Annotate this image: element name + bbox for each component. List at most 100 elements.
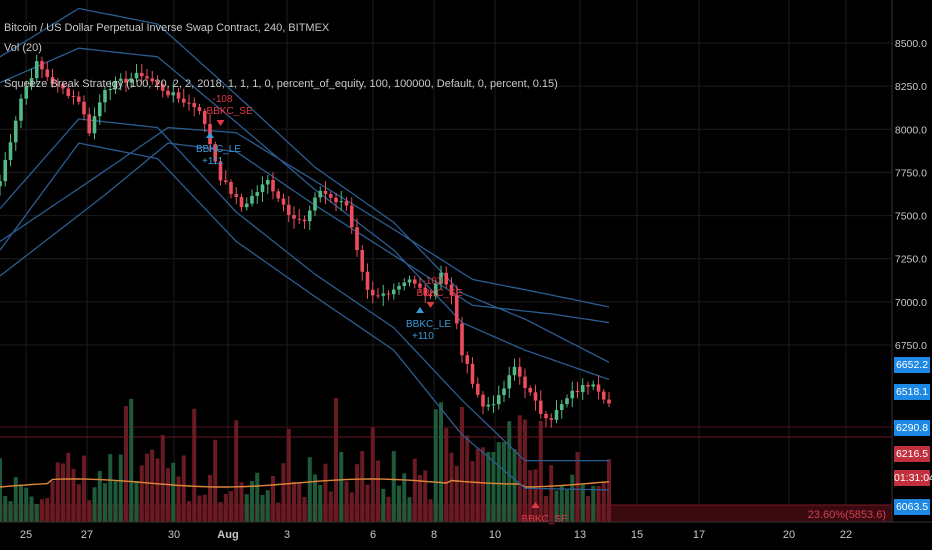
candle-body <box>607 399 611 404</box>
candle-body <box>34 61 39 79</box>
price-tag: 01:31:04 <box>894 470 932 486</box>
volume-bar <box>607 459 611 522</box>
volume-bar <box>538 420 543 522</box>
time-tick-label: 20 <box>783 529 795 541</box>
candle-body <box>40 61 44 70</box>
candle-body <box>197 107 202 111</box>
volume-bar <box>76 484 81 522</box>
volume-bar <box>208 474 212 522</box>
volume-bar <box>523 419 527 522</box>
candle-body <box>129 78 134 83</box>
volume-bar <box>481 447 485 522</box>
candle-body <box>428 294 433 297</box>
price-tick-label: 8250.0 <box>895 81 927 93</box>
volume-bar <box>580 484 585 522</box>
volume-bar <box>323 463 328 522</box>
candle-body <box>575 390 580 393</box>
volume-bar <box>439 402 443 522</box>
volume-bar <box>475 448 480 522</box>
volume-bar <box>507 421 512 522</box>
candle-body <box>192 103 197 108</box>
candle-body <box>449 284 454 296</box>
volume-bar <box>166 468 170 522</box>
volume-bar <box>24 487 29 522</box>
bb-lower-band <box>0 142 610 491</box>
candle-body <box>103 90 107 103</box>
signal-profit: +110 <box>412 331 434 342</box>
volume-bar <box>71 468 76 522</box>
volume-bar <box>97 470 102 522</box>
price-tick-label: 7000.0 <box>895 297 927 309</box>
time-tick-label: 30 <box>168 529 180 541</box>
candle-body <box>187 102 191 104</box>
candle-body <box>328 194 333 198</box>
volume-bar <box>449 452 454 522</box>
volume-bar <box>360 450 365 522</box>
candle-body <box>276 191 281 199</box>
candle-body <box>160 84 165 91</box>
time-tick-label: 22 <box>840 529 852 541</box>
candle-body <box>517 366 522 377</box>
volume-bar <box>61 463 65 522</box>
volume-bar <box>113 480 118 522</box>
signal-label: BBKC_SE <box>522 514 568 525</box>
price-tag: 6290.8 <box>894 420 930 436</box>
candle-body <box>50 76 55 85</box>
volume-bar <box>397 485 401 522</box>
candle-body <box>601 391 606 400</box>
price-tag: 6518.1 <box>894 384 930 400</box>
candle-body <box>323 190 328 195</box>
candle-body <box>3 159 8 182</box>
fib-level-label: 23.60%(5853.6) <box>808 509 886 521</box>
candle-body <box>118 78 123 81</box>
candle-body <box>565 398 569 405</box>
signal-arrow-up-icon <box>531 502 540 508</box>
candle-body <box>181 98 186 103</box>
volume-bar <box>418 474 422 522</box>
candle-body <box>580 384 585 393</box>
volume-bar <box>92 487 97 522</box>
candle-body <box>171 92 176 96</box>
volume-bar <box>0 458 2 522</box>
candle-body <box>145 76 149 79</box>
candle-body <box>13 120 18 143</box>
candle-body <box>397 285 401 290</box>
price-tick-label: 7750.0 <box>895 167 927 179</box>
trade-signal: BBKC_SE-108 <box>207 94 253 126</box>
volume-bar <box>197 495 202 522</box>
volume-series <box>0 398 611 522</box>
candle-body <box>391 289 396 295</box>
volume-bar <box>292 481 296 522</box>
volume-bar <box>559 486 564 522</box>
volume-bar <box>255 472 260 522</box>
candle-body <box>591 384 596 387</box>
time-tick-label: 27 <box>81 529 93 541</box>
candle-body <box>475 383 480 395</box>
price-tag: 6652.2 <box>894 357 930 373</box>
candle-body <box>0 181 2 187</box>
candle-body <box>244 203 249 208</box>
volume-bar <box>601 481 606 522</box>
candle-body <box>313 197 317 211</box>
candle-body <box>82 101 86 115</box>
candle-body <box>381 293 386 296</box>
time-tick-label: 8 <box>431 529 437 541</box>
volume-bar <box>586 496 590 522</box>
candle-body <box>433 283 438 297</box>
candle-body <box>423 287 428 295</box>
volume-bar <box>565 489 569 522</box>
volume-bar <box>181 455 186 522</box>
time-tick-label: 25 <box>20 529 32 541</box>
volume-bar <box>45 498 50 522</box>
signal-arrow-down-icon <box>426 302 435 308</box>
price-tag: 6216.5 <box>894 446 930 462</box>
kc-lower-band <box>0 118 609 462</box>
volume-bar <box>454 465 459 522</box>
volume-bar <box>118 454 123 522</box>
volume-bar <box>50 481 55 522</box>
volume-bar <box>281 463 286 522</box>
candle-body <box>339 201 344 203</box>
candle-body <box>334 197 338 203</box>
candle-body <box>87 114 92 134</box>
